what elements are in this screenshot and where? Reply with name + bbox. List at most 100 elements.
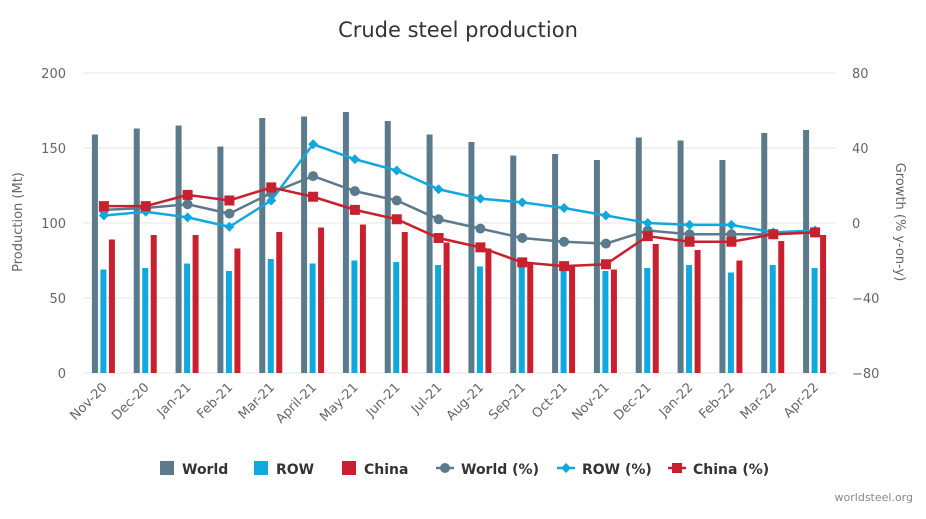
bar-row[interactable] — [727, 272, 734, 374]
bar-row[interactable] — [602, 271, 609, 373]
point-world[interactable] — [600, 238, 611, 249]
point-row[interactable] — [642, 218, 653, 228]
bar-china[interactable] — [778, 241, 785, 373]
point-world[interactable] — [391, 195, 402, 206]
bar-china[interactable] — [443, 242, 450, 374]
point-world[interactable] — [433, 214, 444, 225]
point-china[interactable] — [475, 242, 486, 253]
bar-row[interactable] — [769, 265, 776, 373]
bar-china[interactable] — [401, 232, 408, 373]
point-row[interactable] — [433, 184, 444, 195]
bar-row[interactable] — [267, 259, 274, 373]
point-world[interactable] — [349, 186, 360, 197]
bar-row[interactable] — [309, 263, 316, 374]
point-row[interactable] — [517, 197, 528, 208]
bar-world[interactable] — [552, 154, 559, 373]
point-world[interactable] — [559, 236, 570, 247]
point-row[interactable] — [349, 154, 360, 165]
point-row[interactable] — [391, 165, 402, 176]
bar-row[interactable] — [351, 260, 358, 374]
point-row[interactable] — [559, 203, 570, 213]
bar-row[interactable] — [225, 271, 232, 373]
point-china[interactable] — [559, 261, 570, 272]
bar-china[interactable] — [318, 227, 325, 374]
bar-china[interactable] — [820, 235, 827, 373]
point-china[interactable] — [810, 227, 821, 238]
bar-china[interactable] — [736, 260, 743, 374]
bar-china[interactable] — [569, 265, 576, 373]
point-china[interactable] — [600, 259, 611, 270]
bar-row[interactable] — [184, 263, 191, 374]
bar-world[interactable] — [426, 134, 433, 374]
point-china[interactable] — [726, 236, 737, 247]
bar-world[interactable] — [259, 118, 266, 373]
legend-item-row[interactable]: ROW — [254, 461, 314, 478]
credit-text[interactable]: worldsteel.org — [835, 491, 913, 504]
bar-world[interactable] — [91, 134, 98, 374]
legend-item-world-pct[interactable]: World (%) — [436, 462, 539, 478]
bar-world[interactable] — [133, 128, 140, 374]
point-row[interactable] — [726, 219, 737, 230]
bar-world[interactable] — [510, 155, 517, 374]
bar-world[interactable] — [384, 121, 391, 373]
bar-china[interactable] — [527, 262, 534, 373]
bar-row[interactable] — [518, 266, 525, 374]
point-china[interactable] — [349, 204, 360, 215]
legend-item-row-pct[interactable]: ROW (%) — [557, 462, 652, 478]
bar-world[interactable] — [719, 160, 726, 373]
bar-china[interactable] — [276, 232, 283, 373]
point-china[interactable] — [182, 189, 193, 200]
bar-china[interactable] — [150, 235, 157, 373]
bar-china[interactable] — [192, 235, 199, 373]
point-china[interactable] — [433, 233, 444, 243]
bar-china[interactable] — [652, 244, 659, 373]
bar-row[interactable] — [476, 266, 483, 374]
bar-world[interactable] — [342, 112, 349, 373]
point-world[interactable] — [308, 171, 319, 182]
point-world[interactable] — [224, 208, 235, 219]
bar-china[interactable] — [359, 224, 366, 374]
point-row[interactable] — [266, 195, 277, 206]
bar-china[interactable] — [694, 250, 701, 373]
point-china[interactable] — [266, 182, 277, 193]
bar-china[interactable] — [108, 239, 115, 374]
bar-world[interactable] — [803, 130, 810, 373]
point-china[interactable] — [391, 214, 402, 225]
bar-china[interactable] — [234, 248, 241, 374]
point-world[interactable] — [475, 223, 486, 234]
bar-row[interactable] — [142, 268, 149, 373]
bar-china[interactable] — [485, 248, 492, 374]
point-china[interactable] — [684, 236, 695, 247]
point-row[interactable] — [600, 210, 611, 221]
point-row[interactable] — [684, 219, 695, 230]
bar-world[interactable] — [175, 125, 182, 374]
bar-china[interactable] — [610, 269, 617, 374]
bar-world[interactable] — [761, 133, 768, 373]
point-row[interactable] — [224, 221, 235, 232]
point-china[interactable] — [308, 191, 319, 202]
point-china[interactable] — [140, 201, 151, 212]
bar-row[interactable] — [435, 265, 442, 373]
legend-item-world[interactable]: World — [160, 461, 228, 478]
bar-world[interactable] — [635, 137, 642, 374]
bar-world[interactable] — [677, 140, 684, 374]
bar-world[interactable] — [301, 116, 308, 374]
bar-world[interactable] — [468, 142, 475, 373]
bar-row[interactable] — [100, 269, 107, 374]
point-row[interactable] — [475, 193, 486, 204]
point-world[interactable] — [517, 233, 528, 243]
bar-world[interactable] — [217, 146, 224, 374]
point-row[interactable] — [308, 139, 319, 150]
point-world[interactable] — [182, 199, 193, 210]
point-china[interactable] — [642, 231, 653, 242]
bar-world[interactable] — [593, 160, 600, 373]
point-china[interactable] — [98, 201, 109, 212]
bar-row[interactable] — [686, 265, 693, 373]
legend-item-china-pct[interactable]: China (%) — [668, 462, 769, 478]
point-row[interactable] — [98, 210, 109, 221]
bar-row[interactable] — [811, 268, 818, 373]
point-row[interactable] — [182, 212, 193, 223]
legend-item-china[interactable]: China — [342, 461, 408, 478]
bar-row[interactable] — [393, 262, 400, 373]
point-china[interactable] — [768, 229, 779, 240]
